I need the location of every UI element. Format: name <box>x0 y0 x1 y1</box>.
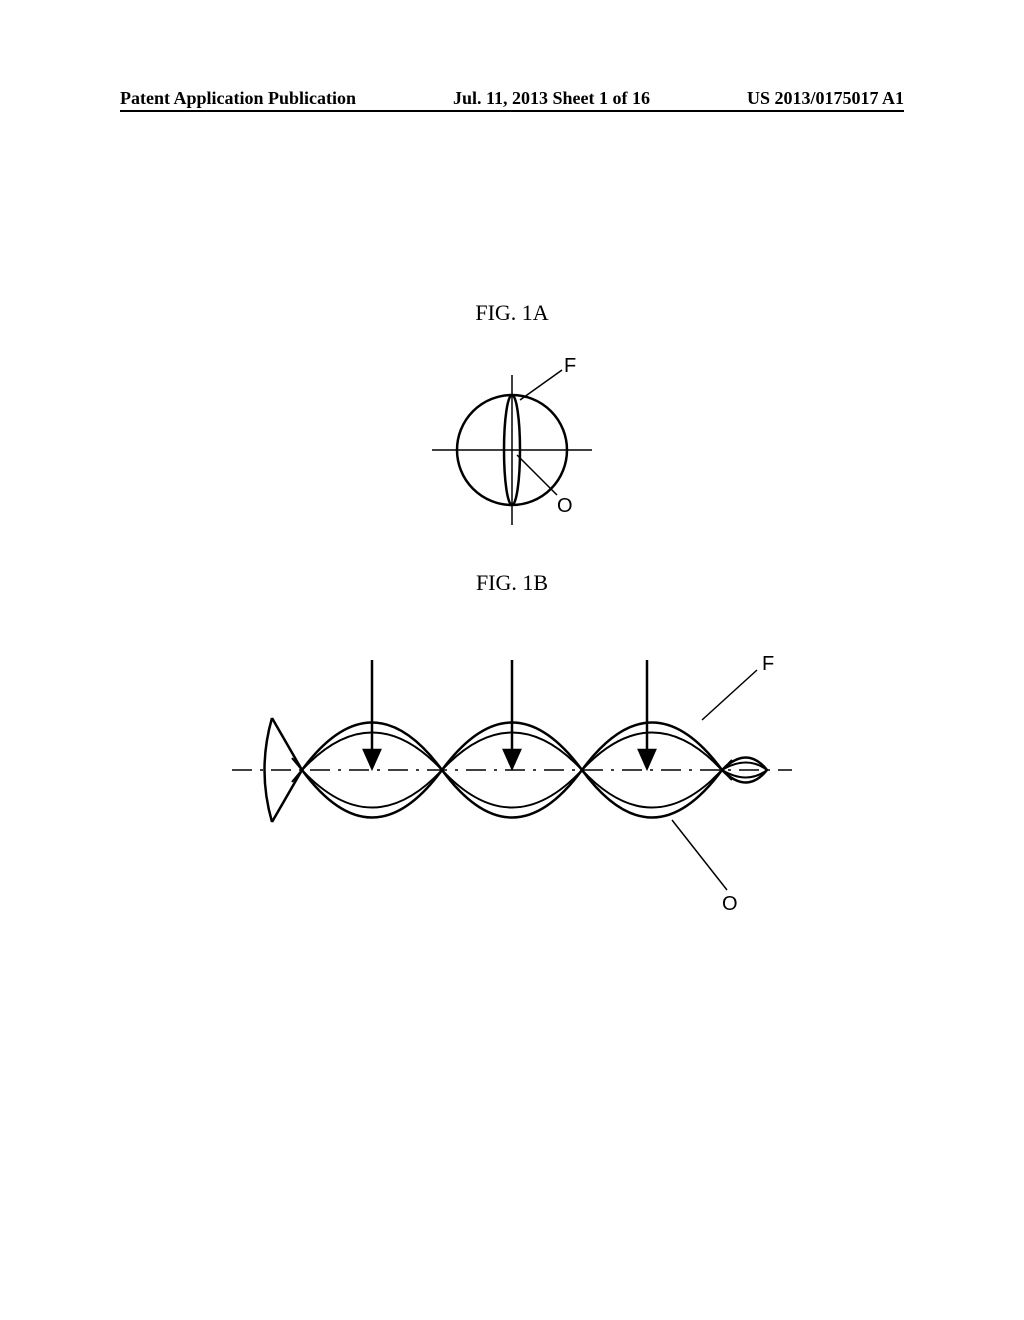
figure-1b-drawing: F O <box>202 610 822 930</box>
header-rule <box>120 110 904 112</box>
page-header: Patent Application Publication Jul. 11, … <box>0 88 1024 109</box>
figure-1b-label: FIG. 1B <box>476 570 548 596</box>
header-patent-number: US 2013/0175017 A1 <box>747 88 904 109</box>
figure-1a-ref-f: F <box>564 355 576 377</box>
figure-1a-ref-o: O <box>557 495 573 517</box>
figure-1b-ref-f: F <box>762 653 774 675</box>
header-publication: Patent Application Publication <box>120 88 356 109</box>
figure-1b-ref-o: O <box>722 893 738 915</box>
figure-1a-drawing: F O <box>392 340 632 560</box>
header-date-sheet: Jul. 11, 2013 Sheet 1 of 16 <box>453 88 650 109</box>
figure-1a-label: FIG. 1A <box>475 300 548 326</box>
